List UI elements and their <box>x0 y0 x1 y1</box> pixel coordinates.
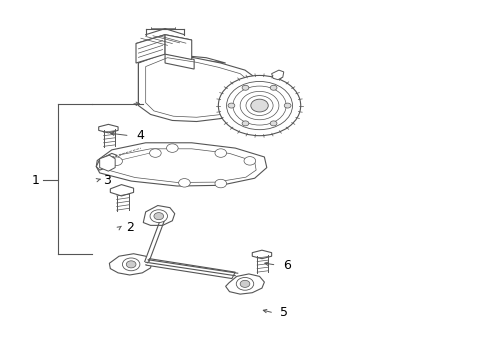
Circle shape <box>270 121 277 126</box>
Polygon shape <box>146 259 235 279</box>
Circle shape <box>150 210 168 222</box>
Polygon shape <box>96 153 117 170</box>
Polygon shape <box>225 274 265 294</box>
Circle shape <box>122 258 140 271</box>
Polygon shape <box>165 35 192 59</box>
Circle shape <box>242 85 249 90</box>
Circle shape <box>154 213 164 220</box>
Polygon shape <box>252 250 271 259</box>
Circle shape <box>242 121 249 126</box>
Circle shape <box>251 99 268 112</box>
Polygon shape <box>168 54 225 63</box>
Polygon shape <box>109 254 152 275</box>
Polygon shape <box>136 35 192 49</box>
Circle shape <box>228 103 235 108</box>
Polygon shape <box>98 124 118 133</box>
Text: 2: 2 <box>126 221 134 234</box>
Polygon shape <box>138 54 194 107</box>
Circle shape <box>167 144 178 152</box>
Polygon shape <box>271 70 284 80</box>
Circle shape <box>284 103 291 108</box>
Circle shape <box>179 179 190 187</box>
Polygon shape <box>165 54 194 69</box>
Circle shape <box>126 261 136 268</box>
Text: 1: 1 <box>32 174 40 186</box>
Text: 6: 6 <box>283 258 291 271</box>
Polygon shape <box>96 143 267 186</box>
Circle shape <box>215 179 226 188</box>
Polygon shape <box>143 206 175 225</box>
Circle shape <box>215 149 226 157</box>
Circle shape <box>236 278 254 290</box>
Circle shape <box>240 280 250 287</box>
Text: 5: 5 <box>280 306 288 319</box>
Circle shape <box>149 149 161 157</box>
Circle shape <box>111 157 122 166</box>
Circle shape <box>219 76 301 136</box>
Polygon shape <box>99 155 115 171</box>
Polygon shape <box>110 185 134 196</box>
Text: 3: 3 <box>103 174 111 186</box>
Polygon shape <box>138 53 262 122</box>
Polygon shape <box>136 35 165 63</box>
Circle shape <box>244 157 256 165</box>
Text: 4: 4 <box>136 129 144 142</box>
Circle shape <box>270 85 277 90</box>
